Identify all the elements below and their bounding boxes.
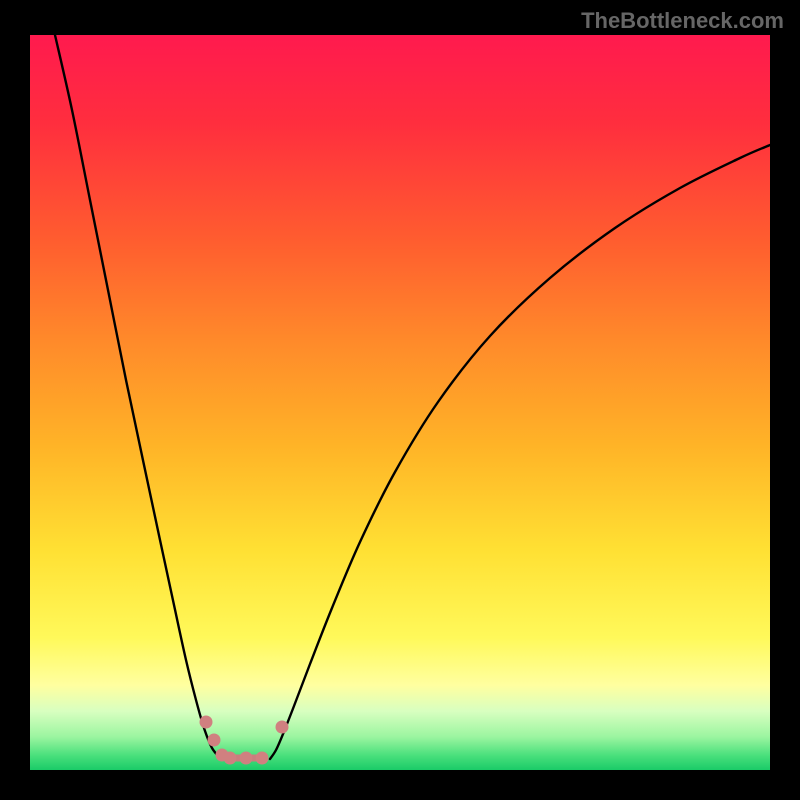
marker-point: [256, 752, 269, 765]
watermark-text: TheBottleneck.com: [581, 8, 784, 34]
marker-point: [224, 752, 237, 765]
chart-svg: [0, 0, 800, 800]
marker-point: [208, 734, 221, 747]
marker-point: [276, 721, 289, 734]
marker-point: [240, 752, 253, 765]
marker-point: [200, 716, 213, 729]
chart-container: TheBottleneck.com: [0, 0, 800, 800]
